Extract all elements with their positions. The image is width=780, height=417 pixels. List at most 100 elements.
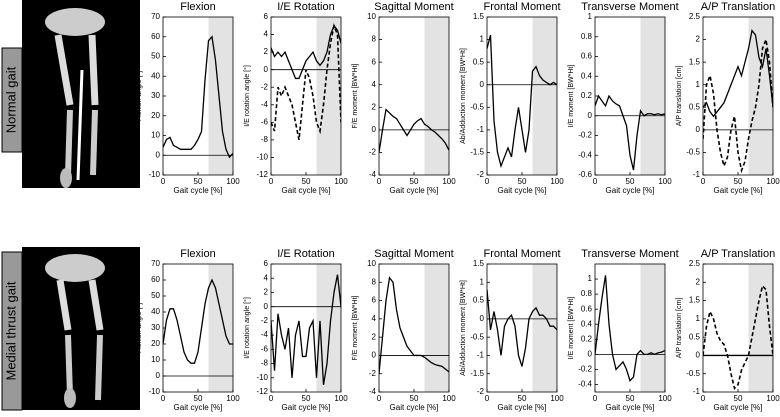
y-tick-label: -12 (256, 387, 268, 396)
y-tick-label: 6 (264, 12, 269, 21)
y-tick-label: -4 (369, 387, 377, 396)
x-tick-label: 50 (626, 177, 635, 186)
y-tick-label: 1 (480, 35, 485, 44)
y-tick-label: 2.5 (689, 12, 701, 21)
shaded-region (208, 264, 233, 392)
y-tick-label: 0.6 (581, 52, 593, 61)
x-tick-label: 100 (658, 394, 672, 403)
y-tick-label: 50 (151, 291, 160, 300)
y-tick-label: -0.4 (578, 380, 592, 389)
y-tick-label: 0 (156, 150, 161, 159)
y-tick-label: 50 (151, 52, 160, 61)
x-axis-label: Gait cycle [%] (606, 403, 655, 412)
y-axis-label: F/E moment [BW*Ht] (352, 295, 359, 360)
data-line (703, 284, 773, 390)
y-tick-label: 60 (151, 32, 160, 41)
y-tick-label: 1.5 (473, 259, 485, 268)
x-tick-label: 0 (485, 177, 490, 186)
x-axis-label: Gait cycle [%] (174, 403, 223, 412)
y-tick-label: -2 (261, 316, 269, 325)
x-tick-label: 0 (377, 177, 382, 186)
y-tick-label: 0.2 (581, 91, 593, 100)
y-axis-label: I/E rotation angle [°] (243, 65, 251, 127)
x-axis-label: Gait cycle [%] (498, 403, 547, 412)
x-tick-label: 0 (701, 394, 706, 403)
plot-lines (163, 35, 233, 159)
data-line (379, 276, 449, 374)
x-tick-label: 100 (442, 394, 456, 403)
x-tick-label: 0 (377, 394, 382, 403)
y-axis-label: A/P translation [cm] (676, 66, 683, 127)
subplot: -1 -0.5 0 0.5 1 1.5 2 2.5 0 50 100 A/P Translation G… (676, 248, 780, 412)
data-line (487, 289, 557, 367)
y-tick-label: 6 (264, 259, 269, 268)
data-line (271, 22, 341, 141)
x-tick-label: 100 (766, 394, 780, 403)
shaded-region (424, 264, 449, 392)
y-tick-label: 0 (264, 302, 269, 311)
y-axis-label: I/E moment [BW*Ht] (568, 65, 575, 128)
y-tick-label: 40 (151, 71, 160, 80)
y-tick-label: 0 (372, 125, 377, 134)
y-axis-label: Flexion angle [°] (135, 303, 143, 353)
y-tick-label: -0.5 (470, 332, 484, 341)
x-axis-label: Gait cycle [%] (714, 186, 763, 195)
y-tick-label: -4 (261, 100, 269, 109)
y-tick-label: -1 (477, 351, 485, 360)
x-axis-label: Gait cycle [%] (282, 186, 331, 195)
y-tick-label: -1 (693, 387, 701, 396)
x-tick-label: 50 (518, 177, 527, 186)
x-tick-label: 0 (485, 394, 490, 403)
y-axis-label: A/P translation [cm] (676, 298, 683, 359)
y-tick-label: 0 (264, 65, 269, 74)
y-tick-label: 0 (372, 351, 377, 360)
x-tick-label: 0 (701, 177, 706, 186)
y-tick-label: 4 (372, 314, 377, 323)
y-tick-label: 6 (372, 57, 377, 66)
y-tick-label: 4 (264, 30, 269, 39)
x-tick-label: 50 (734, 177, 743, 186)
y-tick-label: 8 (372, 35, 377, 44)
x-tick-label: 0 (269, 177, 274, 186)
y-tick-label: 0.2 (581, 334, 593, 343)
x-axis-label: Gait cycle [%] (390, 403, 439, 412)
y-tick-label: -10 (148, 387, 160, 396)
data-line (703, 36, 773, 174)
y-tick-label: 0.5 (473, 57, 485, 66)
y-axis-label: Flexion angle [°] (135, 71, 143, 121)
y-tick-label: 2 (696, 35, 701, 44)
data-line (595, 94, 665, 171)
y-tick-label: 0.4 (581, 71, 593, 80)
y-tick-label: -4 (369, 170, 377, 179)
x-tick-label: 100 (550, 394, 564, 403)
plot-lines (163, 278, 233, 364)
y-tick-label: 0 (588, 349, 593, 358)
y-tick-label: -1.5 (470, 369, 484, 378)
y-axis-label: Ab/Adduction moment [BW*Ht] (460, 280, 467, 376)
x-tick-label: 100 (334, 177, 348, 186)
y-axis-label: F/E moment [BW*Ht] (352, 63, 359, 128)
y-tick-label: -2 (369, 148, 377, 157)
plot-lines (379, 108, 449, 153)
chart-title: Flexion (180, 248, 215, 260)
y-tick-label: 1.5 (689, 57, 701, 66)
x-tick-label: 100 (442, 177, 456, 186)
y-tick-label: 30 (151, 323, 160, 332)
chart-title: Frontal Moment (483, 248, 560, 260)
data-line (163, 278, 233, 364)
y-tick-label: 2 (372, 332, 377, 341)
y-tick-label: -12 (256, 170, 268, 179)
plot-lines (703, 29, 773, 174)
y-tick-label: 1 (480, 277, 485, 286)
y-tick-label: 20 (151, 339, 160, 348)
y-tick-label: -2 (369, 369, 377, 378)
x-tick-label: 50 (410, 177, 419, 186)
x-tick-label: 50 (194, 394, 203, 403)
subplot: -2 -1.5 -1 -0.5 0 0.5 1 1.5 0 50 100 Frontal Moment… (460, 248, 564, 412)
y-tick-label: -0.5 (470, 102, 484, 111)
y-tick-label: 0 (480, 314, 485, 323)
y-tick-label: -0.2 (578, 365, 592, 374)
